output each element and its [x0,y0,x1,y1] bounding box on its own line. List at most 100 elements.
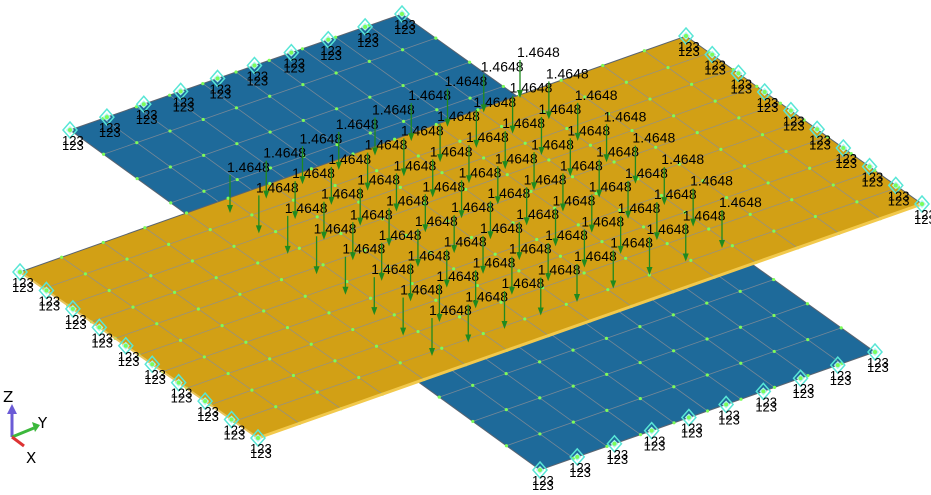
orange-plate-node [440,346,444,350]
blue-plate-node [134,105,138,109]
load-value-label: 1.4648 [632,130,675,146]
constraint-label: 123 [757,95,779,110]
blue-plate-node [504,444,509,448]
load-arrow-head [320,231,327,240]
load-arrow-head [372,147,378,156]
blue-plate-node [334,71,338,75]
blue-plate-node [202,153,206,157]
constraint-node [104,115,109,120]
load-arrow-head [682,253,689,262]
orange-plate-node [606,288,610,292]
blue-plate-node [268,166,273,170]
orange-plate-node [594,191,598,196]
orange-plate-node [60,255,64,259]
constraint-node [893,183,898,188]
constraint-marker [12,262,28,282]
constraint-node [363,24,368,29]
blue-plate-node [638,396,642,401]
orange-plate-node [482,156,486,160]
constraint-label: 123 [224,428,246,443]
blue-plate-node [739,397,743,401]
constraint-label: 123 [718,407,740,422]
orange-plate-node [190,259,194,263]
constraint-node [538,468,542,472]
orange-plate-node [564,302,568,306]
constraint-label: 123 [357,30,379,45]
upper-orange-plate [18,34,924,440]
constraint-label: 123 [888,188,910,203]
constraint-label: 123 [38,293,60,308]
blue-plate-node [234,70,238,74]
orange-plate-node [499,300,503,304]
constraint-label: 123 [755,394,777,409]
blue-plate-node [772,277,776,282]
constraint-label: 123 [569,460,591,475]
load-value-label: 1.4648 [604,108,647,124]
orange-plate-node [481,331,485,336]
y-axis-label: Y [37,414,48,432]
constraint-marker [283,43,300,62]
load-arrow-head [581,259,588,268]
constraint-label: 123 [809,132,831,147]
orange-plate-node [380,217,385,221]
load-value-label: 1.4648 [654,186,697,202]
constraint-node [920,202,924,206]
blue-plate-node [638,433,643,437]
blue-plate-node [335,143,339,147]
load-value-label: 1.4648 [517,44,560,60]
blue-plate-node [739,361,743,365]
constraint-label: 123 [914,207,931,222]
load-value-label: 1.4648 [661,151,704,167]
constraint-label: 123 [830,368,852,383]
constraint-label: 123 [136,112,158,127]
orange-plate-node [464,187,468,191]
constraint-label: 123 [704,63,726,78]
orange-plate-node [297,246,301,250]
load-value-label: 1.4648 [575,87,618,103]
orange-plate-node [244,340,248,344]
constraint-node [44,288,49,293]
load-arrow-head [437,154,444,163]
load-value-label: 1.4648 [336,116,379,132]
load-arrow-head [480,104,487,113]
orange-plate-node [155,322,159,326]
orange-plate-node [208,228,212,232]
orange-plate-node [238,292,242,296]
orange-plate-node [315,215,319,219]
load-value-label: 1.4648 [546,65,589,81]
constraint-marker [532,460,548,480]
orange-plate-node [511,221,515,225]
blue-plate-node [168,165,172,169]
x-axis [11,435,25,448]
orange-plate-node [149,274,153,278]
constraint-marker [209,69,226,88]
blue-plate-node [368,95,372,99]
load-value-label: 1.4648 [487,185,530,201]
orange-plate-node [499,124,504,129]
blue-plate-node [638,360,642,365]
constraint-label: 123 [283,61,305,76]
constraint-label: 123 [835,151,857,166]
blue-plate-node [437,395,441,399]
load-value-label: 1.4648 [300,130,343,146]
constraint-node [724,402,729,407]
load-arrow-head [414,258,421,267]
load-arrow-head [436,313,443,322]
blue-plate-node [605,408,609,412]
orange-plate-node [368,296,373,300]
constraint-node [178,89,183,94]
load-value-label: 1.4648 [502,115,545,131]
constraint-node [867,164,872,169]
constraint-node [736,71,741,76]
blue-plate-node [435,108,439,112]
load-arrow-head [357,217,364,226]
load-arrow-head [371,307,378,316]
orange-plate-node [452,267,456,271]
load-arrow-head [574,132,581,141]
constraint-label: 123 [867,355,889,370]
orange-plate-node [351,327,355,332]
orange-plate-node [404,233,408,238]
constraint-label: 123 [730,81,752,96]
orange-plate-node [333,183,337,188]
